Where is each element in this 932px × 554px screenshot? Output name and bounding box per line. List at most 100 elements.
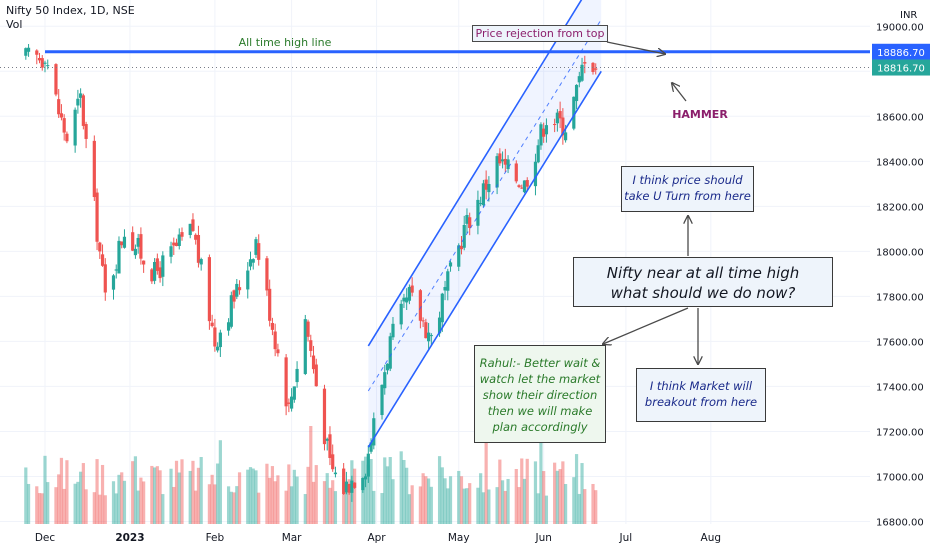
candle-body [440, 293, 444, 323]
volume-bar [150, 465, 154, 524]
candle-body [306, 321, 310, 337]
candle-body [503, 158, 507, 165]
volume-bar [235, 486, 239, 524]
candle-body [131, 232, 135, 251]
volume-bar [213, 484, 217, 524]
volume-bar [309, 426, 313, 524]
volume-bar [218, 440, 222, 524]
candle-body [564, 132, 568, 141]
volume-bar [418, 486, 422, 524]
volume-bar [251, 468, 255, 524]
candle-body [331, 454, 335, 470]
candle-body [273, 331, 277, 350]
volume-indicator-label[interactable]: Vol [6, 18, 23, 31]
candle-body [117, 240, 121, 274]
candle-body [43, 62, 47, 64]
channel-lower-line [367, 70, 602, 448]
volume-bar [131, 461, 135, 524]
volume-bar [446, 488, 450, 524]
candle-body [322, 388, 327, 445]
candle-body [248, 259, 253, 267]
volume-bar [265, 463, 269, 524]
candle-body [276, 349, 280, 354]
ath-price-tag [872, 43, 930, 60]
candle-body [309, 340, 313, 351]
candle-body [465, 214, 469, 224]
volume-bar [514, 468, 518, 524]
time-axis: Dec 2023 Feb Mar Apr May Jun Jul Aug [35, 532, 721, 544]
rahul-callout[interactable]: Rahul:- Better wait & watch let the mark… [474, 345, 606, 443]
breakout-callout[interactable]: I think Market will breakout from here [636, 368, 766, 422]
volume-bar [306, 466, 310, 524]
candle-body [361, 478, 365, 491]
candle-body [372, 418, 376, 446]
candle-body [487, 184, 491, 193]
candle-body [172, 242, 176, 246]
volume-bar [405, 467, 409, 524]
candle-body [62, 118, 66, 133]
volume-bar [207, 484, 211, 524]
volume-bar [248, 467, 253, 524]
volume-bar [79, 471, 83, 524]
price-axis-panel[interactable] [870, 0, 932, 524]
volume-bar [498, 459, 502, 524]
volume-bar [495, 487, 499, 524]
volume-bar [246, 469, 250, 524]
candle-body [350, 480, 354, 493]
main-question-callout[interactable]: Nifty near at all time high what should … [573, 257, 833, 307]
u-turn-callout[interactable]: I think price should take U Turn from he… [621, 166, 754, 212]
ath-line-label: All time high line [238, 36, 332, 49]
volume-bar [114, 493, 118, 524]
volume-bar [437, 456, 442, 524]
candle-body [522, 180, 527, 193]
volume-bar [57, 474, 61, 524]
volume-bar [500, 480, 505, 524]
volume-bar [111, 481, 116, 524]
wait-arrow [603, 307, 689, 344]
candle-body [95, 192, 99, 242]
volume-bar [314, 465, 318, 524]
volume-bar [459, 476, 464, 524]
y-tick-label: 16800.00 [876, 517, 924, 528]
volume-bar [254, 470, 258, 524]
candle-body [344, 481, 348, 493]
volume-bar [533, 461, 538, 524]
volume-bar [284, 490, 288, 524]
volume-bar [440, 467, 444, 524]
volume-bar [328, 487, 332, 524]
volume-bar [295, 476, 299, 524]
volume-bar [311, 481, 316, 524]
last-price-value: 18816.70 [877, 64, 925, 75]
volume-bar [503, 490, 507, 524]
volume-bar [169, 468, 173, 524]
volume-bar [270, 466, 275, 524]
candle-body [142, 260, 146, 265]
volume-bar [46, 482, 50, 524]
candle-body [84, 124, 88, 139]
candle-body [574, 84, 579, 102]
candle-body [103, 264, 107, 293]
volume-bar [153, 467, 157, 524]
volume-bar [92, 492, 96, 524]
volume-bar [100, 464, 105, 524]
volume-bar [287, 464, 291, 524]
x-tick-label: Feb [206, 532, 225, 544]
candle-body [418, 290, 422, 321]
candle-body [325, 438, 329, 441]
candle-body [514, 163, 518, 182]
volume-bar [522, 478, 527, 524]
price-rejection-callout[interactable]: Price rejection from top [472, 25, 608, 42]
candle-body [268, 288, 272, 321]
volume-bar [487, 489, 491, 524]
candle-body [213, 327, 217, 347]
symbol-title[interactable]: Nifty 50 Index, 1D, NSE [6, 4, 135, 17]
candle-body [399, 303, 403, 325]
ath-price-value: 18886.70 [877, 48, 925, 59]
volume-bar [591, 483, 595, 524]
candle-body [139, 234, 143, 259]
candle-body [287, 402, 291, 404]
candle-body [73, 109, 77, 146]
volume-bar [544, 495, 549, 524]
volume-bar [577, 493, 581, 524]
y-tick-label: 17400.00 [876, 382, 924, 393]
